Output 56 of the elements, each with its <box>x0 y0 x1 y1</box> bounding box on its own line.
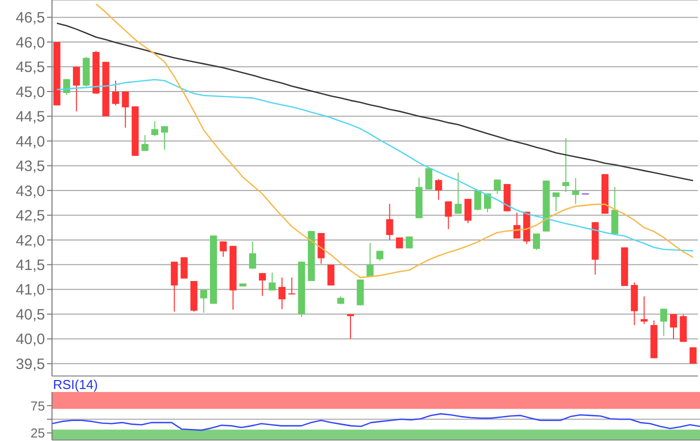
line-series <box>56 79 694 252</box>
y-tick-label: 44,0 <box>16 133 45 150</box>
y-tick-label: 46,0 <box>16 34 45 52</box>
y-tick-label: 45,5 <box>16 59 45 76</box>
candlestick <box>141 134 148 152</box>
y-tick-label: 44,5 <box>16 108 45 126</box>
candlestick <box>425 168 432 190</box>
candlestick <box>464 198 472 224</box>
y-tick-label: 41,5 <box>16 257 45 274</box>
candlestick <box>513 212 520 239</box>
candlestick <box>327 264 334 286</box>
line-series <box>56 22 694 182</box>
y-tick-label: 43,0 <box>16 182 45 200</box>
y-tick-label: 41,0 <box>16 282 45 299</box>
y-tick-label: 75 <box>30 398 45 414</box>
y-tick-label: 43,5 <box>16 158 45 176</box>
candlestick <box>200 289 208 314</box>
candlestick <box>170 261 178 312</box>
chart-title: RSI(14) <box>53 377 99 392</box>
candlestick <box>72 66 80 112</box>
candlestick <box>444 200 452 230</box>
y-tick-label: 25 <box>30 426 45 441</box>
y-tick-label: 42,0 <box>16 232 45 250</box>
candlestick <box>161 126 168 150</box>
y-tick-label: 39,5 <box>16 356 45 373</box>
candlestick <box>532 233 540 250</box>
candlestick <box>494 179 501 194</box>
candlestick <box>454 172 462 214</box>
candlestick <box>347 314 354 340</box>
candlestick <box>112 80 120 106</box>
candlestick <box>670 314 678 340</box>
candlestick <box>640 296 648 325</box>
candlestick <box>366 242 374 278</box>
candlestick <box>278 277 286 310</box>
candlestick <box>572 178 580 204</box>
candlestick <box>249 240 256 270</box>
y-tick-label: 40,0 <box>16 331 45 348</box>
line-series <box>51 413 700 431</box>
candlestick <box>151 120 158 137</box>
candlestick <box>562 138 570 192</box>
candlestick <box>386 203 394 240</box>
candlestick <box>474 190 482 211</box>
candlestick <box>258 272 266 296</box>
line-series <box>95 3 694 278</box>
candlestick <box>122 91 129 128</box>
y-tick-label: 40,5 <box>16 306 45 324</box>
candlestick <box>288 277 296 295</box>
y-tick-label: 42,5 <box>16 208 45 225</box>
candlestick <box>268 272 276 291</box>
candlestick <box>552 192 560 212</box>
candlestick <box>660 308 668 336</box>
candlestick <box>63 78 70 96</box>
y-tick-label: 45,0 <box>16 84 45 101</box>
candlestick <box>435 178 442 200</box>
candlestick <box>220 240 227 258</box>
y-tick-label: 46,5 <box>16 10 45 27</box>
